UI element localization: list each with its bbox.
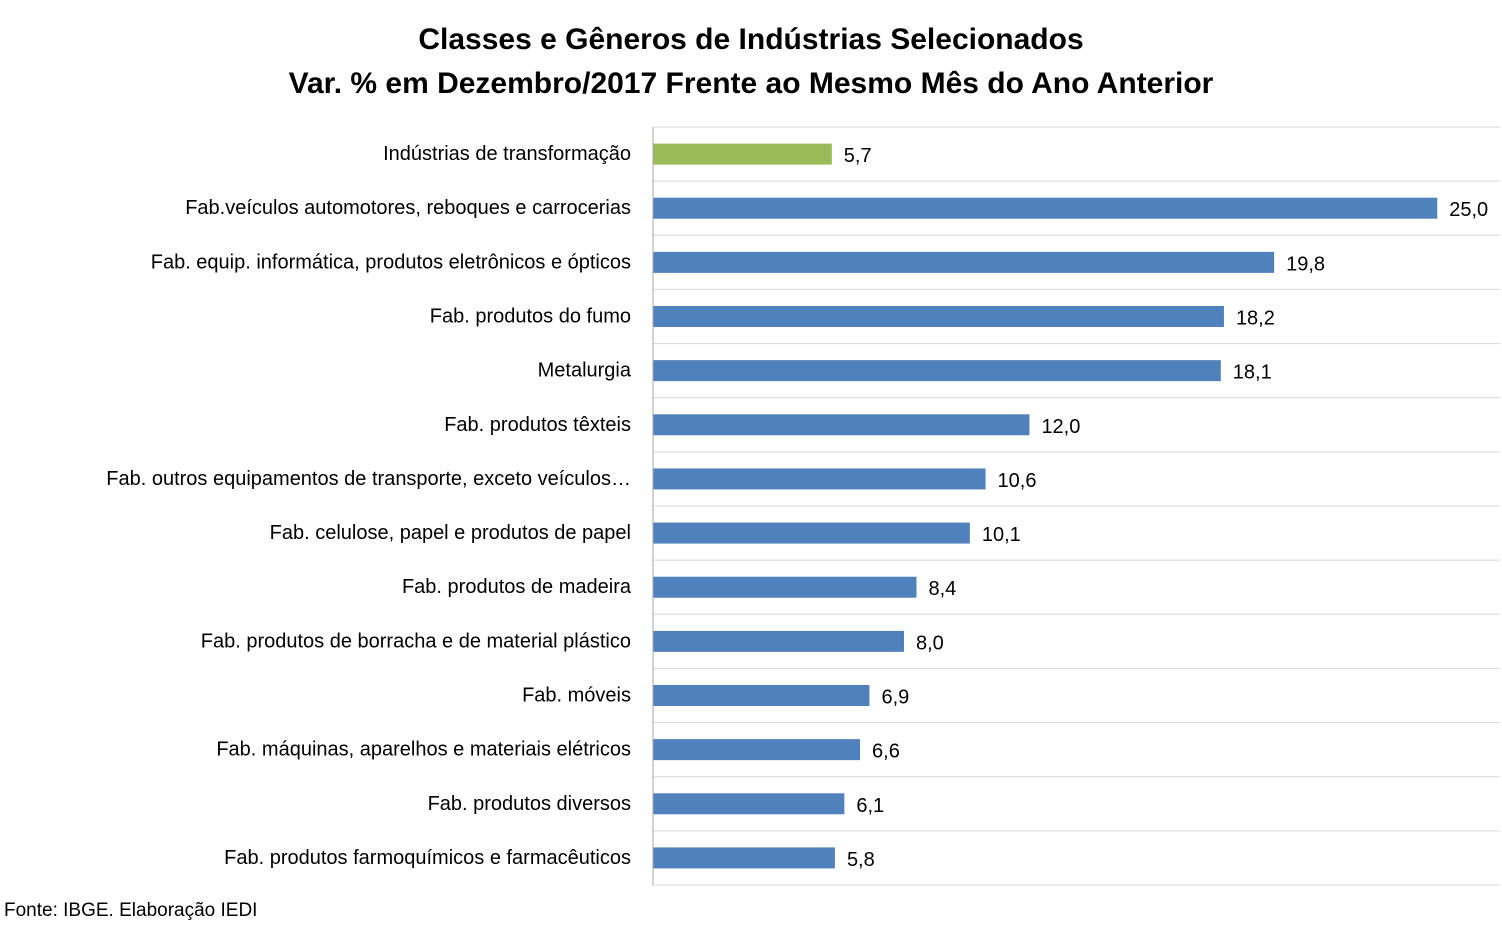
category-label: Indústrias de transformação <box>383 143 631 165</box>
bar <box>653 251 1275 273</box>
category-label: Fab. móveis <box>522 685 631 707</box>
gridlines <box>653 126 1500 886</box>
data-label: 18,2 <box>1236 308 1275 330</box>
chart-subtitle: Var. % em Dezembro/2017 Frente ao Mesmo … <box>288 67 1214 100</box>
category-label: Fab. produtos do fumo <box>430 306 631 328</box>
bar <box>653 197 1438 219</box>
data-label: 6,1 <box>856 795 884 817</box>
bar <box>653 414 1030 436</box>
bar <box>653 739 861 761</box>
data-label: 10,6 <box>998 470 1037 492</box>
bar <box>653 847 835 869</box>
bar <box>653 143 832 165</box>
category-label: Fab. produtos de madeira <box>402 576 632 598</box>
bar <box>653 793 845 815</box>
category-label: Fab. produtos farmoquímicos e farmacêuti… <box>224 847 631 869</box>
data-label: 5,8 <box>847 849 875 871</box>
bars <box>653 143 1438 869</box>
bar <box>653 630 904 652</box>
data-label: 10,1 <box>982 524 1021 546</box>
data-label: 19,8 <box>1286 253 1325 275</box>
data-label: 12,0 <box>1041 416 1080 438</box>
data-labels: 5,7 25,0 19,8 18,2 18,1 12,0 10,6 10,1 8,4 8,0 6,9… <box>844 145 1488 871</box>
category-labels: Indústrias de transformação Fab.veículos … <box>106 143 632 869</box>
category-label: Fab. produtos de borracha e de material … <box>201 630 631 652</box>
data-label: 6,6 <box>872 741 900 763</box>
bar <box>653 576 917 598</box>
category-label: Fab. celulose, papel e produtos de papel <box>270 522 631 544</box>
data-label: 6,9 <box>881 687 909 709</box>
data-label: 25,0 <box>1449 199 1488 221</box>
category-label: Fab. produtos diversos <box>428 793 631 815</box>
bar <box>653 360 1221 382</box>
bar <box>653 522 970 544</box>
category-label: Fab. máquinas, aparelhos e materiais elé… <box>216 739 631 761</box>
data-label: 5,7 <box>844 145 872 167</box>
data-label: 8,4 <box>929 578 957 600</box>
category-label: Fab. equip. informática, produtos eletrô… <box>151 251 631 273</box>
category-label: Fab.veículos automotores, reboques e car… <box>185 197 631 219</box>
data-label: 8,0 <box>916 632 944 654</box>
source-note: Fonte: IBGE. Elaboração IEDI <box>4 900 258 921</box>
chart-title: Classes e Gêneros de Indústrias Selecion… <box>418 23 1084 56</box>
category-label: Metalurgia <box>538 360 632 382</box>
chart-title-block: Classes e Gêneros de Indústrias Selecion… <box>0 18 1502 106</box>
bar <box>653 468 986 490</box>
category-label: Fab. produtos têxteis <box>444 414 631 436</box>
category-label: Fab. outros equipamentos de transporte, … <box>106 468 631 490</box>
bar <box>653 306 1224 327</box>
data-label: 18,1 <box>1233 362 1272 384</box>
bar <box>653 685 870 706</box>
